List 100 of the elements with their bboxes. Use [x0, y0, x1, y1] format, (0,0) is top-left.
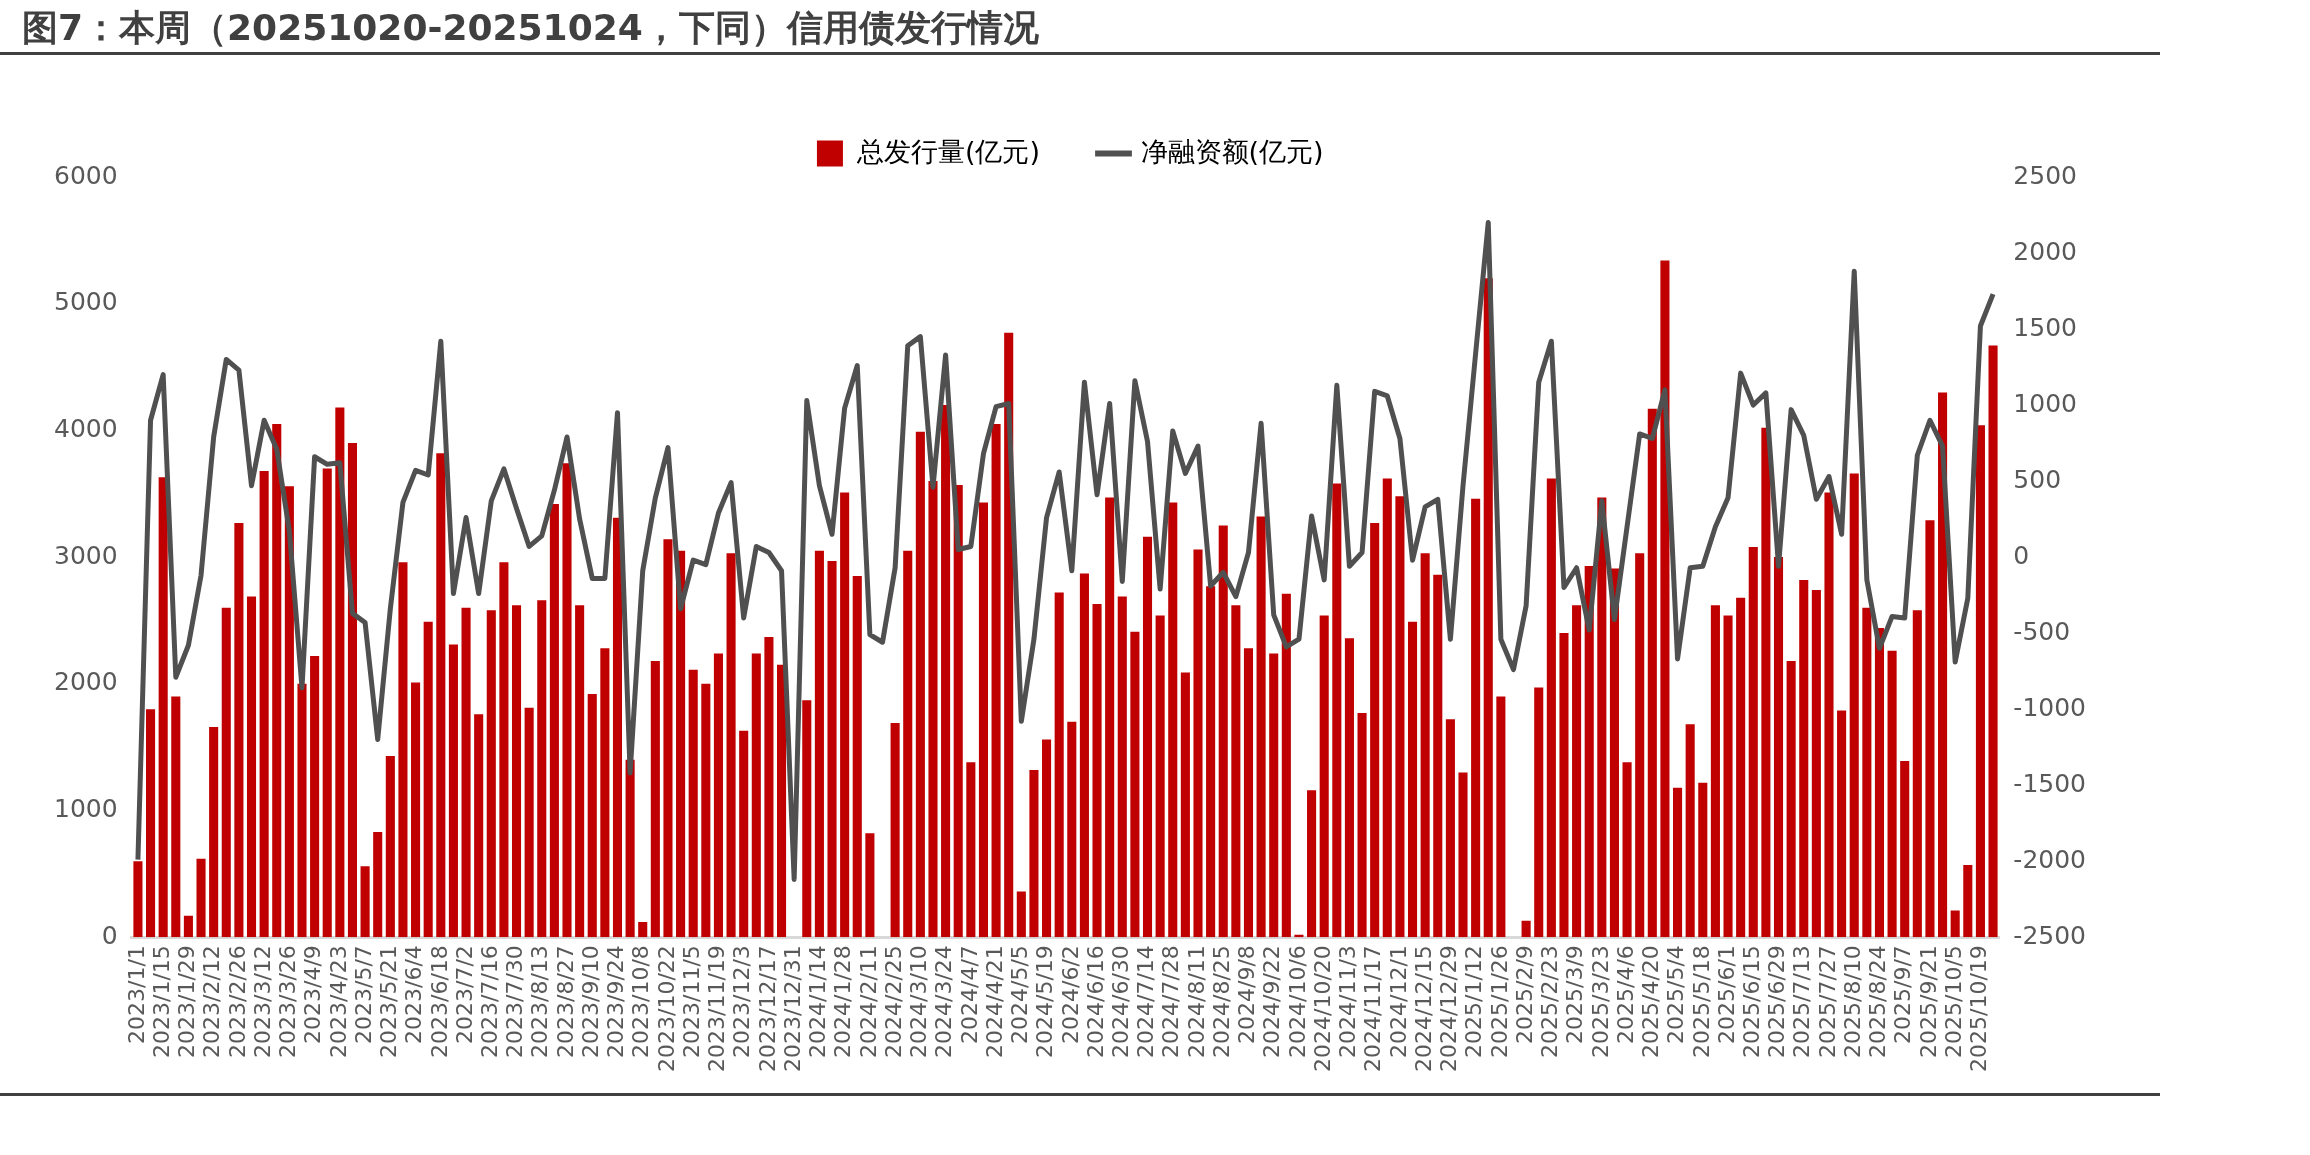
bar — [1092, 603, 1102, 938]
x-tick-label: 2023/7/30 — [502, 945, 528, 1059]
bar — [1319, 615, 1329, 938]
bar — [1117, 596, 1127, 938]
x-tick-label: 2025/10/5 — [1940, 945, 1966, 1059]
bar — [1445, 719, 1455, 938]
legend-label: 总发行量(亿元) — [855, 135, 1041, 167]
x-tick-label: 2024/8/25 — [1208, 945, 1234, 1059]
bar — [1710, 605, 1720, 938]
bar — [814, 550, 824, 938]
bar — [1950, 910, 1960, 938]
y2-tick-label: 0 — [2013, 540, 2030, 570]
bar — [915, 431, 925, 938]
bar — [1067, 721, 1077, 938]
bar — [1584, 565, 1594, 938]
bar — [272, 424, 282, 938]
x-tick-label: 2023/12/31 — [779, 945, 805, 1073]
bar — [1433, 574, 1443, 938]
x-tick-label: 2023/9/24 — [603, 945, 629, 1059]
y2-tick-label: -1000 — [2013, 692, 2087, 722]
x-tick-label: 2025/3/23 — [1587, 945, 1613, 1059]
bar — [1685, 724, 1695, 938]
bar — [335, 407, 345, 938]
bar — [1874, 628, 1885, 938]
bar — [1938, 392, 1948, 938]
bar — [688, 669, 698, 938]
y2-tick-label: 500 — [2013, 464, 2062, 494]
bar — [461, 607, 471, 938]
bar — [1748, 546, 1758, 938]
bar — [1206, 586, 1216, 938]
x-tick-label: 2024/5/5 — [1007, 945, 1033, 1045]
bar — [1218, 525, 1228, 938]
y-tick-label: 5000 — [54, 287, 118, 317]
bar — [1975, 425, 1985, 938]
x-tick-label: 2024/2/11 — [855, 945, 881, 1059]
bar — [726, 553, 736, 938]
y-tick-label: 3000 — [54, 540, 118, 570]
bar — [1193, 549, 1203, 938]
x-tick-label: 2024/11/3 — [1335, 945, 1361, 1059]
bar — [146, 709, 156, 938]
bar — [739, 730, 749, 938]
x-tick-label: 2025/4/20 — [1638, 945, 1664, 1059]
bar — [575, 605, 585, 938]
x-tick-label: 2025/4/6 — [1612, 945, 1638, 1045]
bar — [1029, 769, 1039, 938]
bar — [650, 660, 660, 938]
bar — [1963, 864, 1973, 938]
x-tick-label: 2023/8/13 — [527, 945, 553, 1059]
bar — [953, 484, 963, 938]
bar — [486, 610, 496, 938]
bar — [1546, 478, 1556, 938]
chart-title: 图7：本周（20251020-20251024，下同）信用债发行情况 — [22, 6, 1039, 50]
bar — [1344, 638, 1354, 938]
x-tick-label: 2024/6/16 — [1082, 945, 1108, 1059]
bar — [978, 502, 988, 938]
x-tick-label: 2023/5/21 — [376, 945, 402, 1059]
x-tick-label: 2023/1/1 — [123, 945, 149, 1045]
bar — [1824, 492, 1834, 938]
bar — [1534, 687, 1544, 938]
bar — [436, 453, 446, 938]
x-tick-label: 2024/10/20 — [1309, 945, 1335, 1073]
x-tick-label: 2023/3/12 — [249, 945, 275, 1059]
x-tick-label: 2025/5/18 — [1688, 945, 1714, 1059]
bar — [158, 477, 168, 938]
bar — [1635, 553, 1645, 938]
bar — [537, 600, 547, 938]
x-tick-label: 2023/10/8 — [628, 945, 654, 1059]
y2-tick-label: 1500 — [2013, 312, 2077, 342]
x-tick-label: 2024/1/28 — [830, 945, 856, 1059]
x-tick-label: 2023/10/22 — [653, 945, 679, 1073]
bar — [713, 653, 723, 938]
bar — [1559, 633, 1569, 938]
x-tick-label: 2023/9/10 — [577, 945, 603, 1059]
bar — [1458, 772, 1468, 938]
x-tick-label: 2023/12/17 — [754, 945, 780, 1073]
bar — [1900, 761, 1910, 938]
x-tick-label: 2023/4/9 — [300, 945, 326, 1045]
x-tick-label: 2025/9/7 — [1890, 945, 1916, 1045]
x-tick-label: 2023/6/18 — [426, 945, 452, 1059]
bar — [183, 915, 193, 938]
bar — [1395, 496, 1405, 938]
x-tick-label: 2025/2/23 — [1537, 945, 1563, 1059]
x-tick-label: 2023/2/26 — [224, 945, 250, 1059]
bar — [373, 832, 383, 938]
bar — [638, 922, 648, 938]
bar — [701, 683, 711, 938]
bar — [1496, 696, 1506, 938]
bar — [852, 576, 862, 938]
x-tick-label: 2023/4/23 — [325, 945, 351, 1059]
bar — [246, 596, 257, 938]
bar — [865, 833, 875, 938]
x-tick-label: 2024/12/29 — [1436, 945, 1462, 1073]
bar — [448, 644, 458, 938]
x-tick-label: 2025/8/10 — [1839, 945, 1865, 1059]
bar — [1180, 672, 1190, 938]
bar — [1786, 660, 1796, 938]
x-tick-label: 2024/3/24 — [931, 945, 957, 1059]
bar — [928, 481, 938, 938]
y2-tick-label: 2500 — [2013, 160, 2077, 190]
bar — [1862, 607, 1872, 938]
